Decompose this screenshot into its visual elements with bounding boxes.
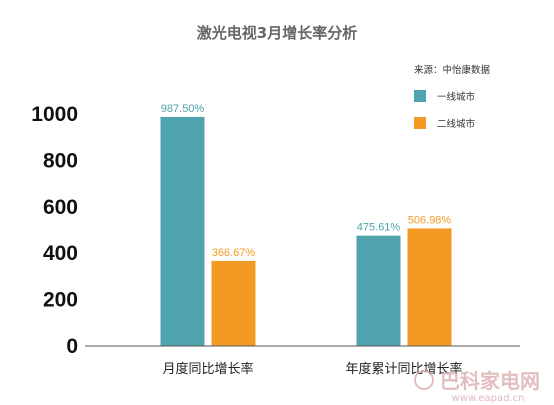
x-tick-label: 月度同比增长率 — [162, 361, 253, 377]
data-label: 506.98% — [408, 214, 452, 226]
bar — [211, 260, 256, 346]
watermark-url: www.eapad.cn — [452, 393, 525, 404]
legend-label: 二线城市 — [437, 118, 476, 130]
y-axis: 0 200 400 600 800 1000 — [31, 103, 78, 358]
data-label: 475.61% — [357, 222, 401, 234]
legend-label: 一线城市 — [437, 91, 476, 103]
source-note: 来源：中怡康数据 — [414, 64, 491, 76]
data-label: 987.50% — [161, 103, 205, 115]
data-label: 366.67% — [212, 247, 256, 259]
x-axis: 月度同比增长率 年度累计同比增长率 — [162, 361, 462, 377]
legend-swatch — [414, 90, 426, 102]
bar — [407, 228, 452, 346]
watermark-logo-icon — [414, 370, 434, 390]
watermark-text: 巴科家电网 — [440, 369, 540, 393]
y-tick-label: 800 — [43, 149, 78, 172]
y-tick-label: 400 — [43, 242, 78, 265]
y-tick-label: 600 — [43, 196, 78, 219]
bars: 987.50% 366.67% 475.61% 506.98% — [160, 103, 452, 347]
watermark: 巴科家电网 www.eapad.cn — [414, 369, 540, 404]
y-tick-label: 1000 — [31, 103, 78, 126]
bar — [356, 235, 401, 346]
y-tick-label: 0 — [66, 335, 78, 358]
chart-title: 激光电视3月增长率分析 — [197, 24, 357, 42]
bar — [160, 116, 205, 347]
y-tick-label: 200 — [43, 289, 78, 312]
x-tick-label: 年度累计同比增长率 — [345, 361, 462, 377]
legend-swatch — [414, 117, 426, 129]
